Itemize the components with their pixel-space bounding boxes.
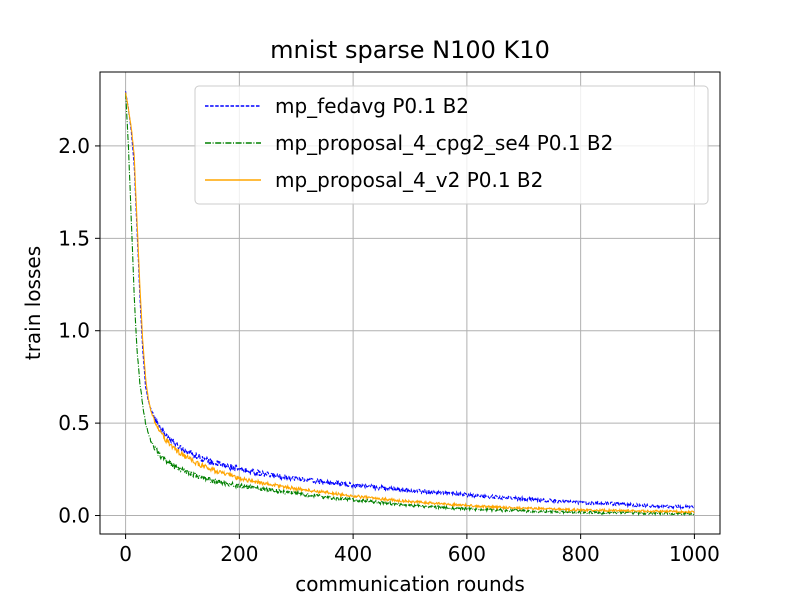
series-line-mp-proposal-4-v2-p0-1-b2 [125, 92, 695, 515]
x-tick-label: 1000 [669, 542, 720, 566]
plot-frame [99, 71, 721, 535]
y-tick-label: 0.5 [58, 411, 90, 435]
legend-label: mp_proposal_4_v2 P0.1 B2 [275, 168, 543, 192]
series-line-mp-proposal-4-cpg2-se4-p0-1-b2 [125, 93, 695, 517]
legend-label: mp_proposal_4_cpg2_se4 P0.1 B2 [275, 131, 613, 155]
legend-box [194, 85, 709, 205]
x-tick-label: 400 [334, 542, 372, 566]
x-tick-label: 600 [448, 542, 486, 566]
y-tick-label: 2.0 [58, 134, 90, 158]
y-tick-label: 1.5 [58, 226, 90, 250]
series-layer [125, 91, 695, 517]
x-axis-title: communication rounds [295, 572, 525, 596]
x-tick-label: 200 [220, 542, 258, 566]
legend: mp_fedavg P0.1 B2 mp_proposal_4_cpg2_se4 … [194, 85, 709, 205]
chart-title: mnist sparse N100 K10 [270, 36, 550, 64]
y-tick-label: 0.0 [58, 504, 90, 528]
legend-label: mp_fedavg P0.1 B2 [275, 94, 469, 118]
y-tick-label: 1.0 [58, 319, 90, 343]
series-line-mp-fedavg-p0-1-b2 [125, 91, 695, 511]
y-axis-title: train losses [21, 246, 45, 360]
ticks: 0 200 400 600 800 1000 0.0 0.5 1.0 1.5 2.0 [58, 134, 720, 566]
x-tick-label: 800 [562, 542, 600, 566]
x-tick-label: 0 [119, 542, 132, 566]
